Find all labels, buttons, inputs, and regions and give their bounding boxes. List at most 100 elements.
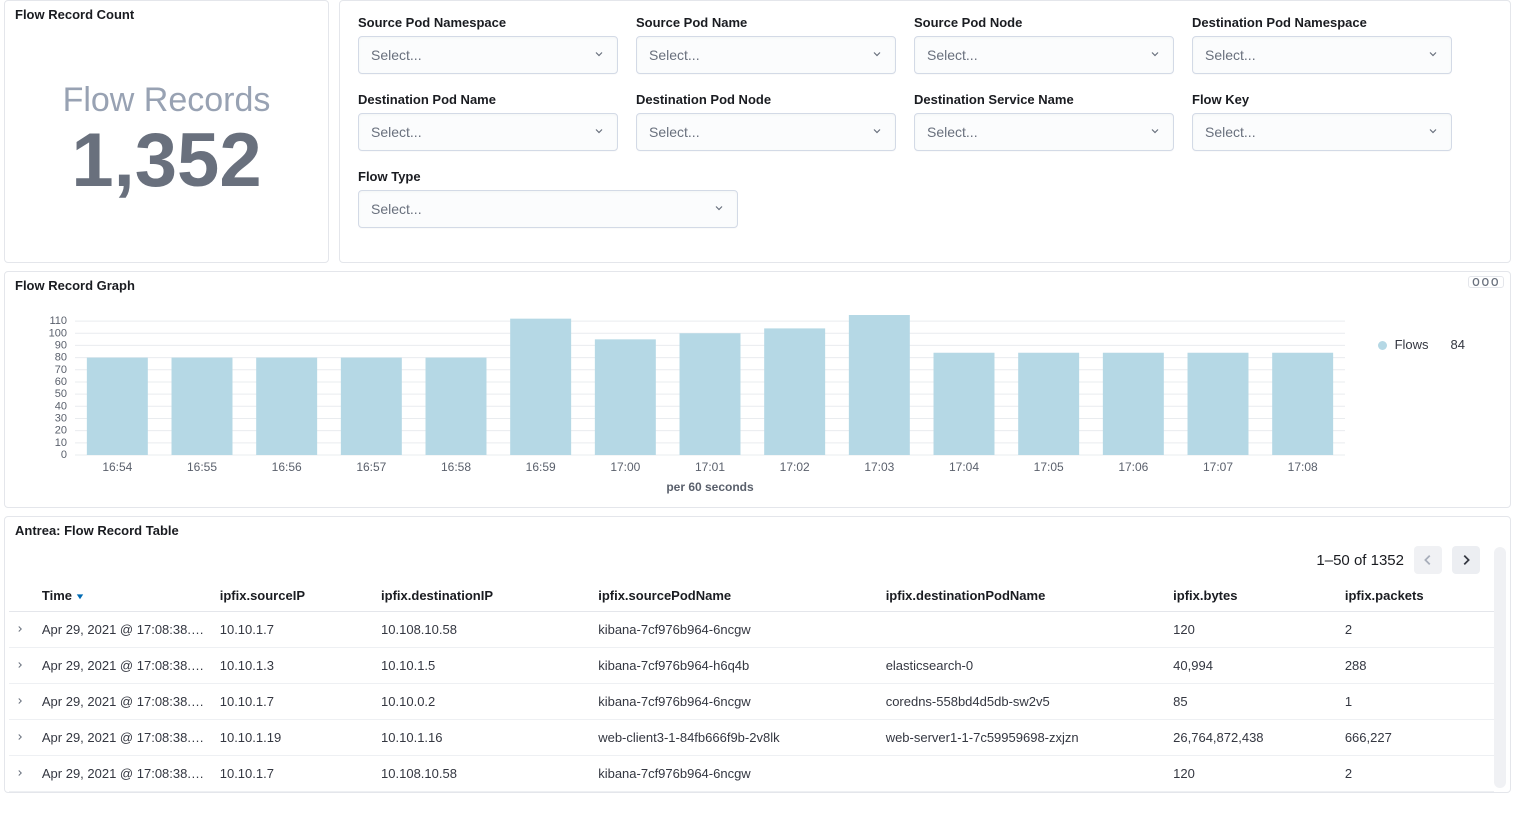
expand-row-button[interactable] xyxy=(9,756,36,792)
cell: kibana-7cf976b964-h6q4b xyxy=(592,648,879,684)
x-axis-title: per 60 seconds xyxy=(666,480,754,494)
legend-label: Flows xyxy=(1395,337,1429,352)
cell: 40,994 xyxy=(1167,648,1339,684)
expand-row-button[interactable] xyxy=(9,612,36,648)
filter-flow_type: Flow TypeSelect... xyxy=(358,169,618,228)
placeholder: Select... xyxy=(649,124,700,140)
col-header[interactable]: ipfix.sourcePodName xyxy=(592,580,879,612)
table-row[interactable]: Apr 29, 2021 @ 17:08:38.00010.10.1.310.1… xyxy=(9,648,1494,684)
filter-select[interactable]: Select... xyxy=(636,113,896,151)
x-tick-label: 17:05 xyxy=(1034,460,1064,474)
chevron-right-icon xyxy=(15,694,25,709)
bar[interactable] xyxy=(849,315,910,455)
bar[interactable] xyxy=(764,328,825,455)
col-header[interactable]: ipfix.sourceIP xyxy=(214,580,375,612)
filter-label: Source Pod Name xyxy=(636,15,896,30)
metric-value: 1,352 xyxy=(71,119,261,203)
chevron-right-icon xyxy=(15,658,25,673)
x-tick-label: 16:58 xyxy=(441,460,471,474)
filter-select[interactable]: Select... xyxy=(914,36,1174,74)
cell: kibana-7cf976b964-6ncgw xyxy=(592,612,879,648)
x-tick-label: 17:01 xyxy=(695,460,725,474)
cell: Apr 29, 2021 @ 17:08:38.000 xyxy=(36,684,214,720)
legend-swatch xyxy=(1378,341,1387,350)
cell xyxy=(880,612,1167,648)
bar[interactable] xyxy=(510,319,571,455)
col-header[interactable]: ipfix.destinationIP xyxy=(375,580,592,612)
next-page-button[interactable] xyxy=(1452,546,1480,574)
x-tick-label: 16:55 xyxy=(187,460,217,474)
cell: 85 xyxy=(1167,684,1339,720)
bar[interactable] xyxy=(595,339,656,455)
cell: 26,764,872,438 xyxy=(1167,720,1339,756)
x-tick-label: 16:57 xyxy=(356,460,386,474)
cell: web-server1-1-7c59959698-zxjzn xyxy=(880,720,1167,756)
filter-select[interactable]: Select... xyxy=(1192,36,1452,74)
table-row[interactable]: Apr 29, 2021 @ 17:08:38.00010.10.1.710.1… xyxy=(9,756,1494,792)
filter-dst_pod_name: Destination Pod NameSelect... xyxy=(358,92,618,151)
x-tick-label: 17:08 xyxy=(1288,460,1318,474)
bar[interactable] xyxy=(172,358,233,455)
x-tick-label: 16:54 xyxy=(102,460,132,474)
expand-row-button[interactable] xyxy=(9,684,36,720)
filter-src_pod_name: Source Pod Name Select... xyxy=(636,15,896,74)
col-header[interactable]: ipfix.destinationPodName xyxy=(880,580,1167,612)
panel-title: Flow Record Graph xyxy=(5,272,1510,293)
cell xyxy=(880,756,1167,792)
filter-select[interactable]: Select... xyxy=(914,113,1174,151)
x-tick-label: 17:04 xyxy=(949,460,979,474)
panel-options-button[interactable]: ooo xyxy=(1468,276,1504,288)
flow-record-graph-panel: Flow Record Graph ooo 010203040506070809… xyxy=(4,271,1511,508)
x-tick-label: 17:07 xyxy=(1203,460,1233,474)
table-row[interactable]: Apr 29, 2021 @ 17:08:38.00010.10.1.1910.… xyxy=(9,720,1494,756)
cell: 2 xyxy=(1339,612,1494,648)
chevron-down-icon xyxy=(1427,47,1439,63)
bar[interactable] xyxy=(1272,353,1333,455)
x-tick-label: 17:06 xyxy=(1118,460,1148,474)
col-header[interactable]: ipfix.packets xyxy=(1339,580,1494,612)
y-tick-label: 110 xyxy=(49,315,67,327)
filter-select[interactable]: Select... xyxy=(358,190,738,228)
col-header[interactable]: Time xyxy=(36,580,214,612)
bar[interactable] xyxy=(87,358,148,455)
cell: 10.10.1.19 xyxy=(214,720,375,756)
bar[interactable] xyxy=(1018,353,1079,455)
cell: 10.10.1.5 xyxy=(375,648,592,684)
bar[interactable] xyxy=(256,358,317,455)
bar[interactable] xyxy=(680,333,741,455)
filter-select[interactable]: Select... xyxy=(358,113,618,151)
bar[interactable] xyxy=(341,358,402,455)
cell: 10.108.10.58 xyxy=(375,612,592,648)
cell: coredns-558bd4d5db-sw2v5 xyxy=(880,684,1167,720)
scrollbar[interactable] xyxy=(1494,547,1506,788)
expand-row-button[interactable] xyxy=(9,720,36,756)
bar[interactable] xyxy=(426,358,487,455)
bar[interactable] xyxy=(1188,353,1249,455)
bar[interactable] xyxy=(1103,353,1164,455)
filter-select[interactable]: Select... xyxy=(1192,113,1452,151)
cell: 120 xyxy=(1167,756,1339,792)
cell: elasticsearch-0 xyxy=(880,648,1167,684)
cell: 120 xyxy=(1167,612,1339,648)
panel-title: Antrea: Flow Record Table xyxy=(5,517,1510,538)
chevron-right-icon xyxy=(15,622,25,637)
filter-select[interactable]: Select... xyxy=(358,36,618,74)
flow-record-table: Timeipfix.sourceIPipfix.destinationIPipf… xyxy=(9,580,1494,792)
filters-panel: Source Pod NamespaceSelect...Source Pod … xyxy=(339,0,1511,263)
bar[interactable] xyxy=(934,353,995,455)
prev-page-button[interactable] xyxy=(1414,546,1442,574)
filter-select[interactable]: Select... xyxy=(636,36,896,74)
x-tick-label: 16:59 xyxy=(526,460,556,474)
chevron-down-icon xyxy=(1149,47,1161,63)
y-tick-label: 70 xyxy=(55,364,67,376)
table-row[interactable]: Apr 29, 2021 @ 17:08:38.00010.10.1.710.1… xyxy=(9,684,1494,720)
col-header[interactable]: ipfix.bytes xyxy=(1167,580,1339,612)
expand-row-button[interactable] xyxy=(9,648,36,684)
y-tick-label: 20 xyxy=(55,425,67,437)
y-tick-label: 50 xyxy=(55,388,67,400)
col-expand xyxy=(9,580,36,612)
cell: 10.10.1.7 xyxy=(214,612,375,648)
table-row[interactable]: Apr 29, 2021 @ 17:08:38.00010.10.1.710.1… xyxy=(9,612,1494,648)
filter-src_pod_node: Source Pod NodeSelect... xyxy=(914,15,1174,74)
y-tick-label: 30 xyxy=(55,412,67,424)
